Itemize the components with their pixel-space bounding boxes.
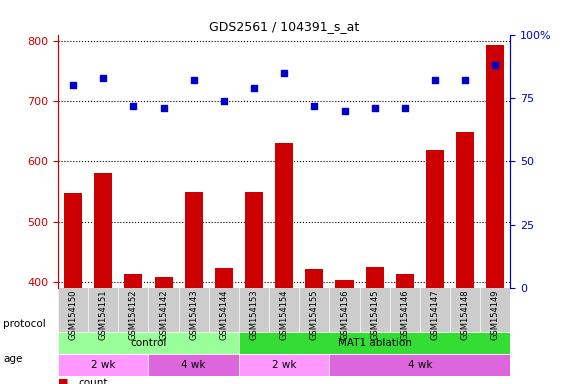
Bar [215, 268, 233, 384]
Point [219, 98, 229, 104]
Bar [58, 354, 148, 376]
Bar [329, 354, 510, 376]
Text: GSM154149: GSM154149 [491, 290, 500, 340]
Point [461, 77, 470, 83]
Bar [426, 150, 444, 384]
Point [249, 85, 259, 91]
Text: GSM154148: GSM154148 [461, 290, 470, 340]
Bar [456, 132, 474, 384]
Bar [486, 45, 505, 384]
Bar [335, 280, 354, 384]
Text: GSM154151: GSM154151 [99, 290, 108, 340]
Text: GSM154145: GSM154145 [370, 290, 379, 340]
Bar [94, 173, 113, 384]
Bar [365, 267, 384, 384]
Point [129, 103, 138, 109]
Text: control: control [130, 338, 166, 348]
Bar [184, 192, 203, 384]
Bar [154, 277, 173, 384]
Text: GSM154146: GSM154146 [400, 290, 409, 340]
Bar [239, 354, 329, 376]
Bar [245, 192, 263, 384]
Text: GSM154154: GSM154154 [280, 290, 289, 340]
Text: 2 wk: 2 wk [91, 360, 115, 370]
Text: GSM154147: GSM154147 [430, 290, 440, 340]
Text: GSM154143: GSM154143 [189, 290, 198, 340]
Text: age: age [3, 354, 22, 364]
Bar [239, 332, 510, 354]
Bar [58, 332, 239, 354]
Bar [64, 193, 82, 384]
Point [68, 82, 78, 88]
Point [340, 108, 349, 114]
Text: count: count [78, 378, 108, 384]
Point [159, 105, 168, 111]
Bar [396, 274, 414, 384]
Text: GSM154153: GSM154153 [249, 290, 259, 340]
Text: GSM154144: GSM154144 [219, 290, 229, 340]
Text: GSM154150: GSM154150 [68, 290, 78, 340]
Title: GDS2561 / 104391_s_at: GDS2561 / 104391_s_at [209, 20, 360, 33]
Text: protocol: protocol [3, 319, 46, 329]
Bar [124, 275, 143, 384]
Bar [148, 354, 239, 376]
Text: MAT1 ablation: MAT1 ablation [338, 338, 412, 348]
Point [310, 103, 319, 109]
Point [280, 70, 289, 76]
Point [491, 62, 500, 68]
Text: 2 wk: 2 wk [272, 360, 296, 370]
Text: GSM154142: GSM154142 [159, 290, 168, 340]
Point [189, 77, 198, 83]
Point [370, 105, 379, 111]
Point [99, 74, 108, 81]
Bar [305, 269, 324, 384]
Text: GSM154155: GSM154155 [310, 290, 319, 340]
Text: GSM154156: GSM154156 [340, 290, 349, 340]
Text: GSM154152: GSM154152 [129, 290, 138, 340]
Point [400, 105, 409, 111]
Text: 4 wk: 4 wk [408, 360, 432, 370]
Text: ■: ■ [58, 378, 68, 384]
Text: 4 wk: 4 wk [182, 360, 206, 370]
Bar [275, 143, 293, 384]
Point [430, 77, 440, 83]
